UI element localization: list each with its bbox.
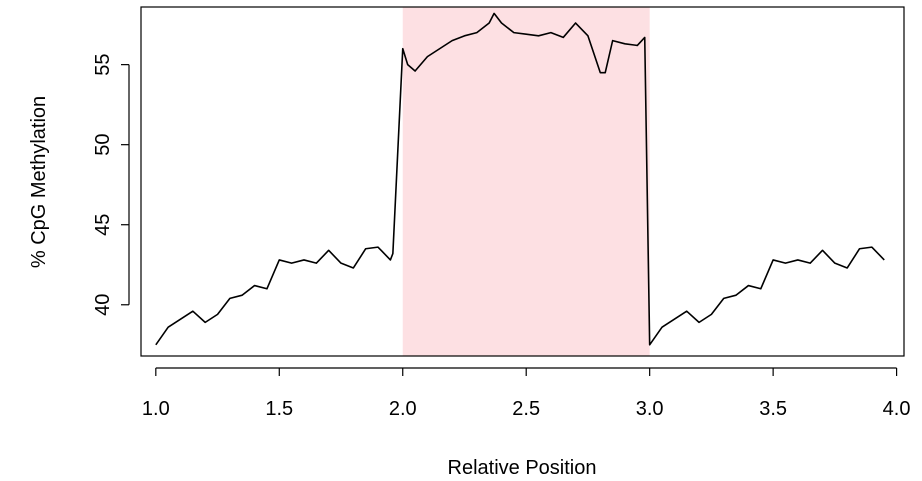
y-tick-label: 40 <box>92 294 114 316</box>
x-tick-label: 2.5 <box>512 398 540 420</box>
y-tick-label: 50 <box>92 134 114 156</box>
x-tick-label: 3.5 <box>759 398 787 420</box>
y-tick-label: 45 <box>92 214 114 236</box>
highlight-region <box>402 7 650 356</box>
x-tick-label: 1.5 <box>265 398 293 420</box>
y-tick-label: 55 <box>92 54 114 76</box>
series-line-0 <box>155 12 885 346</box>
x-axis: 1.0 1.5 2.0 2.5 3.0 3.5 4.0 <box>142 367 911 420</box>
y-axis-title: % CpG Methylation <box>28 96 50 268</box>
x-tick-label: 4.0 <box>883 398 911 420</box>
x-tick-label: 1.0 <box>142 398 170 420</box>
x-axis-title: Relative Position <box>448 457 597 479</box>
x-tick-label: 2.0 <box>389 398 417 420</box>
plot-frame <box>140 6 905 357</box>
x-tick-label: 3.0 <box>636 398 664 420</box>
y-axis: 40 45 50 55 <box>92 54 130 316</box>
